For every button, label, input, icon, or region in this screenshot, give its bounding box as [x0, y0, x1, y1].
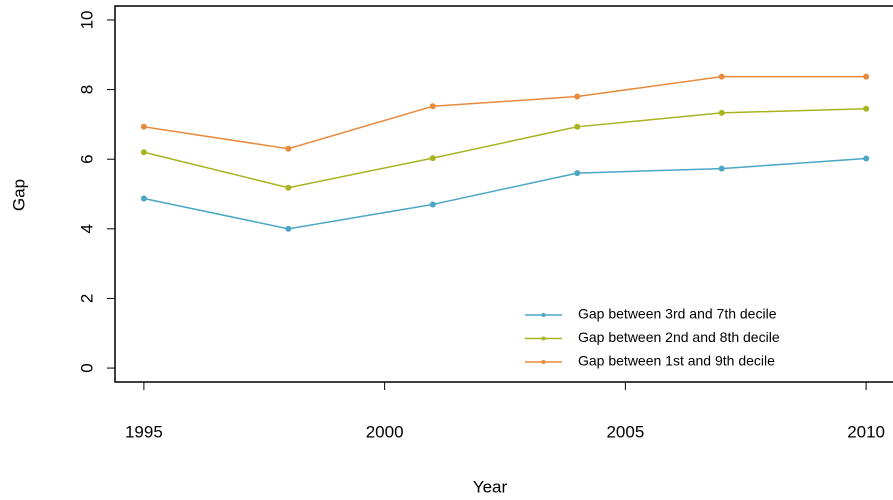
y-tick-label: 8	[77, 85, 96, 94]
y-tick-label: 10	[77, 10, 96, 29]
x-tick-label: 2010	[847, 422, 885, 441]
series-line	[143, 157, 867, 230]
point	[718, 73, 725, 80]
point	[429, 201, 436, 208]
point	[574, 93, 581, 100]
series-line	[143, 107, 867, 189]
legend-label: Gap between 3rd and 7th decile	[578, 306, 777, 322]
y-axis-label: Gap	[9, 179, 28, 211]
series-line	[143, 75, 867, 150]
x-tick-label: 1995	[125, 422, 163, 441]
point	[429, 103, 436, 110]
legend-label: Gap between 2nd and 8th decile	[578, 329, 780, 345]
point	[429, 155, 436, 162]
point	[140, 195, 147, 202]
y-tick-label: 4	[77, 224, 96, 233]
point	[863, 155, 870, 162]
x-tick-label: 2000	[366, 422, 404, 441]
x-tick-label: 2005	[606, 422, 644, 441]
point	[574, 170, 581, 177]
point	[285, 225, 292, 232]
plot-frame	[114, 5, 893, 383]
point	[863, 73, 870, 80]
y-tick-label: 2	[77, 294, 96, 303]
point	[863, 105, 870, 112]
point	[718, 109, 725, 116]
legend-label: Gap between 1st and 9th decile	[578, 353, 775, 369]
point	[718, 165, 725, 172]
x-axis-label: Year	[473, 477, 508, 496]
point	[140, 149, 147, 156]
legend-dot	[541, 313, 546, 317]
legend-dot	[541, 360, 546, 364]
y-tick-label: 0	[77, 363, 96, 372]
point	[285, 184, 292, 191]
point	[285, 145, 292, 152]
y-tick-label: 6	[77, 154, 96, 163]
point	[574, 123, 581, 130]
legend-dot	[541, 336, 546, 341]
point	[140, 123, 147, 130]
